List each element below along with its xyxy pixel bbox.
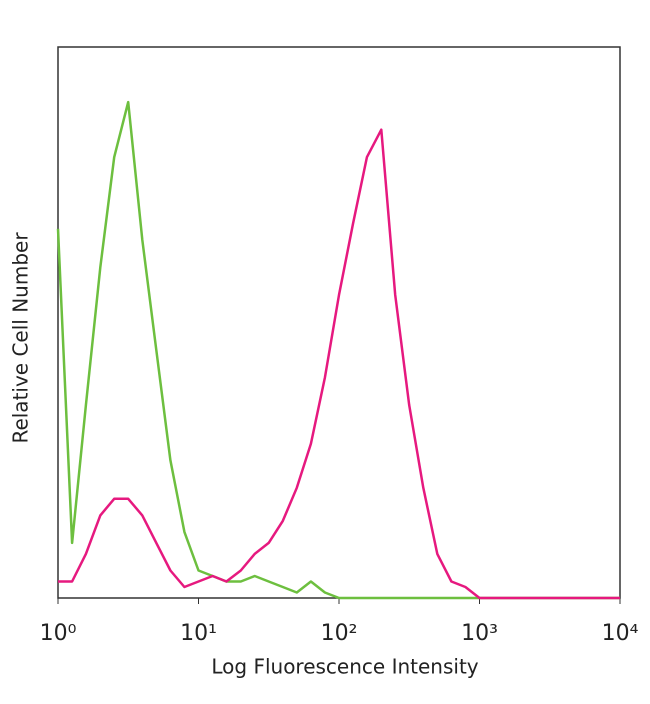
histogram-line (56, 100, 620, 600)
x-axis-label: Log Fluorescence Intensity (211, 655, 478, 679)
x-tick-label: 10¹ (180, 621, 217, 646)
x-tick-label: 10³ (461, 621, 498, 646)
y-axis-label: Relative Cell Number (9, 232, 33, 444)
histogram-line (58, 128, 620, 600)
x-tick-label: 10² (321, 621, 358, 646)
x-tick-label: 10⁰ (40, 621, 77, 646)
x-tick-label: 10⁴ (602, 621, 639, 646)
